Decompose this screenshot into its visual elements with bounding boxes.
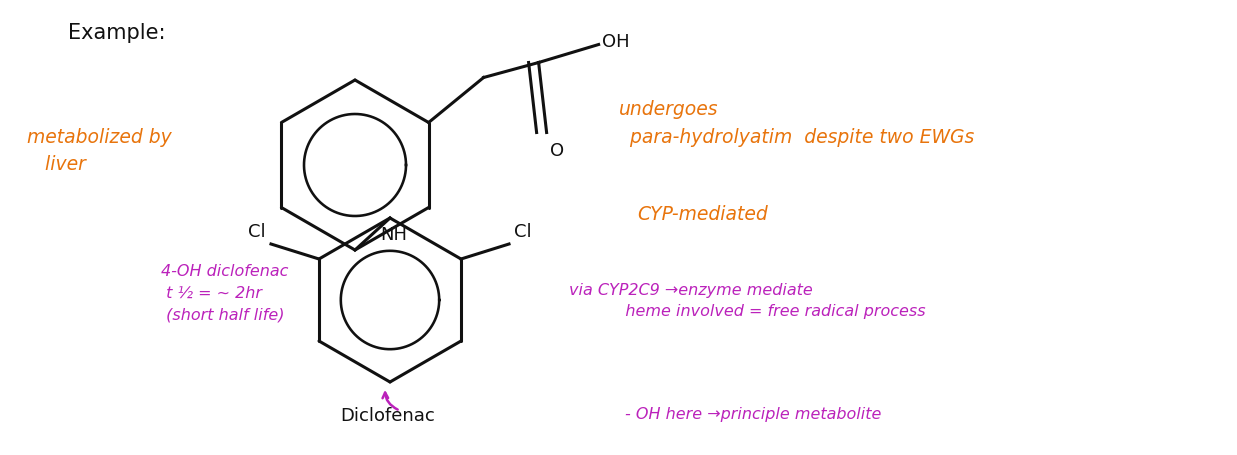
Text: Diclofenac: Diclofenac	[340, 406, 435, 424]
Text: metabolized by
   liver: metabolized by liver	[27, 127, 172, 173]
Text: Cl: Cl	[249, 222, 266, 241]
Text: - OH here →principle metabolite: - OH here →principle metabolite	[625, 406, 881, 421]
Text: Cl: Cl	[515, 222, 532, 241]
Text: Example:: Example:	[68, 23, 166, 43]
Text: undergoes
  para-hydrolyatim  despite two EWGs: undergoes para-hydrolyatim despite two E…	[618, 100, 975, 146]
Text: CYP-mediated: CYP-mediated	[637, 205, 768, 224]
Text: NH: NH	[381, 226, 407, 243]
Text: via CYP2C9 →enzyme mediate
           heme involved = free radical process: via CYP2C9 →enzyme mediate heme involved…	[569, 282, 925, 318]
Text: 4-OH diclofenac
 t ½ = ~ 2hr
 (short half life): 4-OH diclofenac t ½ = ~ 2hr (short half …	[161, 264, 288, 322]
Text: O: O	[549, 141, 564, 159]
Text: OH: OH	[601, 32, 630, 51]
